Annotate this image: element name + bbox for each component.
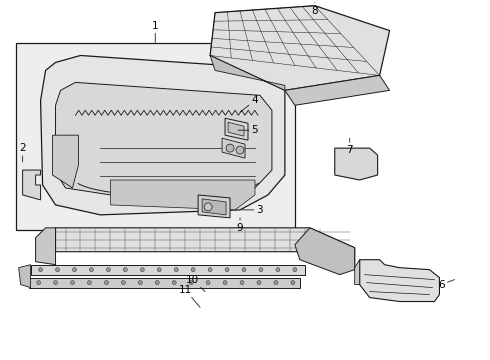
Polygon shape — [16, 42, 295, 230]
Polygon shape — [52, 135, 78, 188]
Circle shape — [206, 280, 210, 285]
Circle shape — [53, 280, 57, 285]
Polygon shape — [19, 265, 30, 288]
Circle shape — [106, 268, 110, 272]
Polygon shape — [360, 260, 440, 302]
Text: 5: 5 — [238, 125, 258, 135]
Polygon shape — [210, 6, 390, 90]
Text: 6: 6 — [438, 280, 454, 289]
Polygon shape — [28, 278, 300, 288]
Circle shape — [257, 280, 261, 285]
Text: 10: 10 — [186, 275, 205, 292]
Polygon shape — [23, 170, 41, 200]
Text: 3: 3 — [242, 205, 263, 215]
Polygon shape — [335, 148, 378, 180]
Polygon shape — [198, 195, 230, 218]
Circle shape — [73, 268, 76, 272]
Circle shape — [71, 280, 74, 285]
Polygon shape — [285, 75, 390, 105]
Polygon shape — [41, 55, 285, 215]
Polygon shape — [110, 180, 255, 210]
Polygon shape — [210, 55, 285, 90]
Circle shape — [55, 268, 59, 272]
Circle shape — [225, 268, 229, 272]
Circle shape — [39, 268, 43, 272]
Circle shape — [293, 268, 297, 272]
Circle shape — [276, 268, 280, 272]
Circle shape — [204, 203, 212, 211]
Circle shape — [122, 280, 125, 285]
Polygon shape — [202, 199, 226, 215]
Text: 7: 7 — [346, 138, 353, 155]
Circle shape — [274, 280, 278, 285]
Polygon shape — [55, 228, 355, 270]
Circle shape — [37, 280, 41, 285]
Polygon shape — [225, 118, 248, 140]
Text: 8: 8 — [312, 3, 318, 15]
Circle shape — [236, 146, 244, 154]
Polygon shape — [30, 265, 305, 275]
Circle shape — [174, 268, 178, 272]
Circle shape — [138, 280, 142, 285]
Circle shape — [208, 268, 212, 272]
Polygon shape — [355, 260, 360, 285]
Circle shape — [191, 268, 195, 272]
Circle shape — [87, 280, 92, 285]
Polygon shape — [36, 228, 55, 265]
Polygon shape — [55, 82, 272, 195]
Text: 11: 11 — [178, 284, 200, 307]
Circle shape — [123, 268, 127, 272]
Circle shape — [140, 268, 144, 272]
Circle shape — [189, 280, 193, 285]
Circle shape — [240, 280, 244, 285]
Circle shape — [90, 268, 94, 272]
Circle shape — [223, 280, 227, 285]
Circle shape — [155, 280, 159, 285]
Polygon shape — [295, 228, 355, 275]
Circle shape — [157, 268, 161, 272]
Text: 9: 9 — [237, 218, 244, 233]
Circle shape — [291, 280, 295, 285]
Text: 2: 2 — [19, 143, 26, 162]
Text: 1: 1 — [152, 21, 159, 42]
Polygon shape — [228, 122, 244, 136]
Polygon shape — [222, 138, 245, 158]
Circle shape — [226, 144, 234, 152]
Circle shape — [104, 280, 108, 285]
Circle shape — [172, 280, 176, 285]
Circle shape — [242, 268, 246, 272]
Circle shape — [259, 268, 263, 272]
Text: 4: 4 — [240, 95, 258, 112]
